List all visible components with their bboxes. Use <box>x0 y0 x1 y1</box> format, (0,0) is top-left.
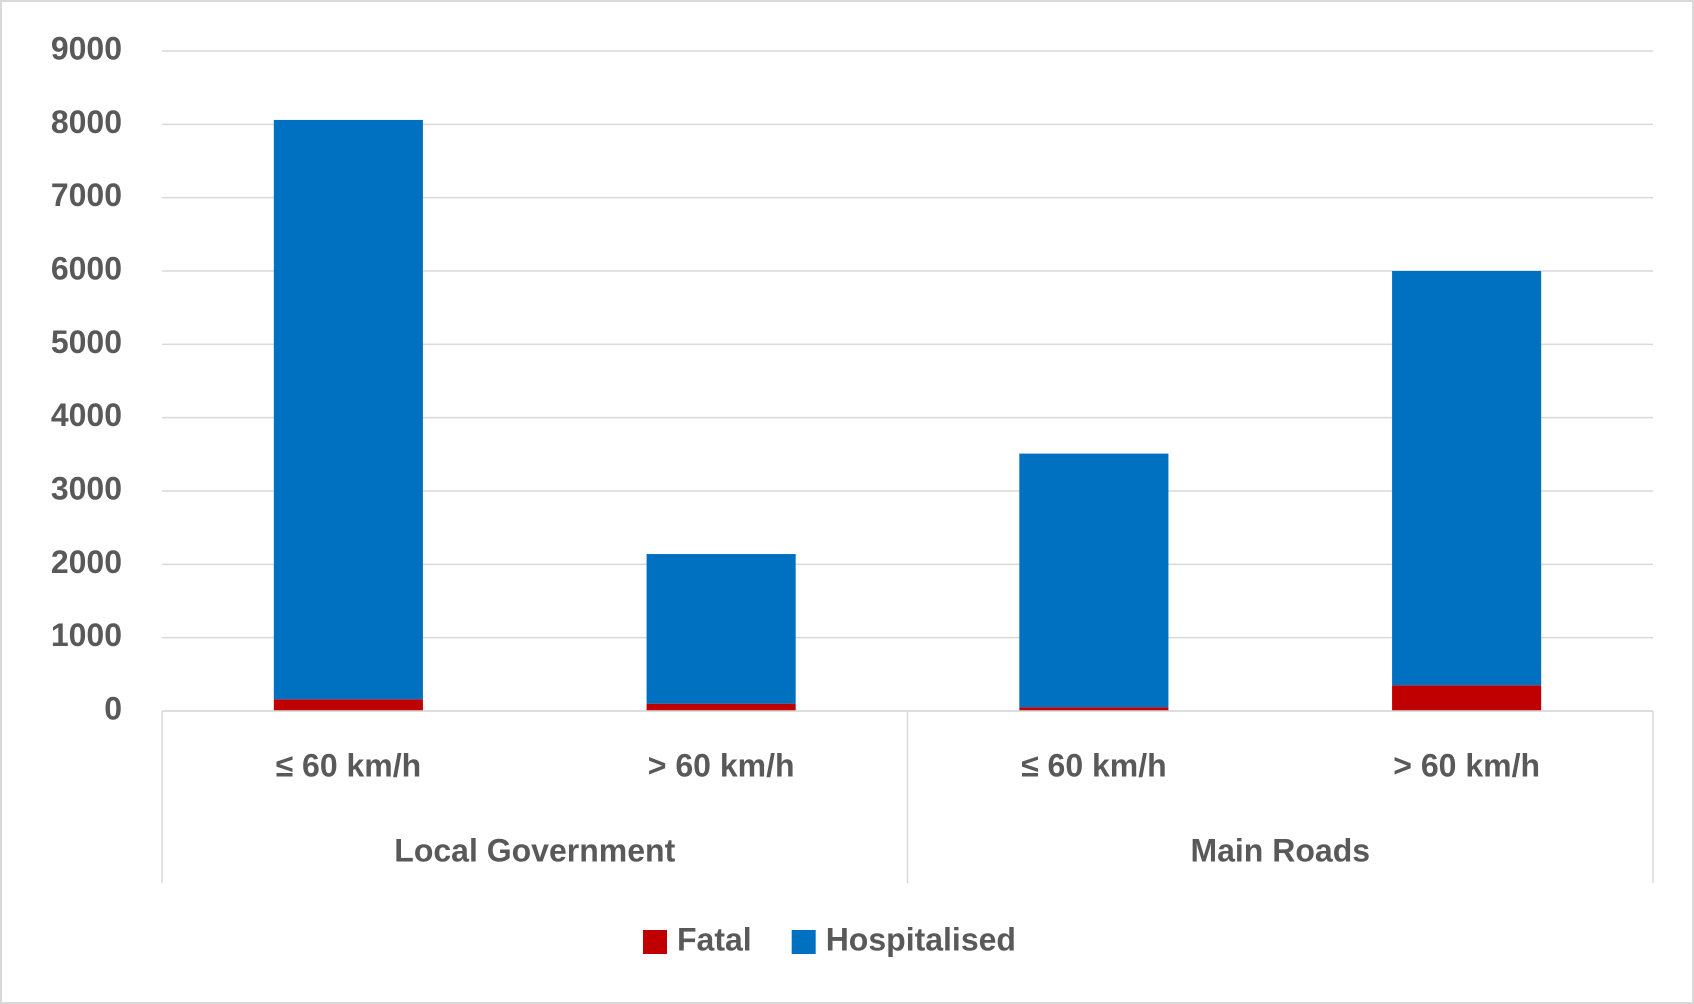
y-tick-label: 6000 <box>51 250 122 286</box>
group-label: Main Roads <box>1190 832 1370 868</box>
y-tick-label: 5000 <box>51 324 122 360</box>
y-tick-label: 0 <box>104 690 122 726</box>
bar-segment <box>1019 453 1169 708</box>
group-label: Local Government <box>394 832 675 868</box>
y-tick-label: 2000 <box>51 544 122 580</box>
bar-segment <box>646 554 796 704</box>
legend-swatch <box>643 930 667 954</box>
x-tick-label: ≤ 60 km/h <box>1021 747 1167 783</box>
x-tick-label: > 60 km/h <box>1393 747 1540 783</box>
bar-segment <box>646 703 796 711</box>
bar-segment <box>1392 685 1542 711</box>
x-tick-label: ≤ 60 km/h <box>276 747 422 783</box>
bar-segment <box>1392 271 1542 686</box>
y-tick-label: 9000 <box>51 30 122 66</box>
y-tick-label: 7000 <box>51 177 122 213</box>
x-tick-label: > 60 km/h <box>648 747 795 783</box>
y-tick-label: 3000 <box>51 470 122 506</box>
bar-segment <box>1019 707 1169 711</box>
bar-segment <box>273 119 423 700</box>
legend-label: Fatal <box>677 921 752 957</box>
y-tick-label: 8000 <box>51 104 122 140</box>
legend-swatch <box>791 930 816 954</box>
legend-label: Hospitalised <box>826 921 1016 957</box>
bar-segment <box>273 699 423 711</box>
y-tick-label: 4000 <box>51 397 122 433</box>
y-tick-label: 1000 <box>51 617 122 653</box>
